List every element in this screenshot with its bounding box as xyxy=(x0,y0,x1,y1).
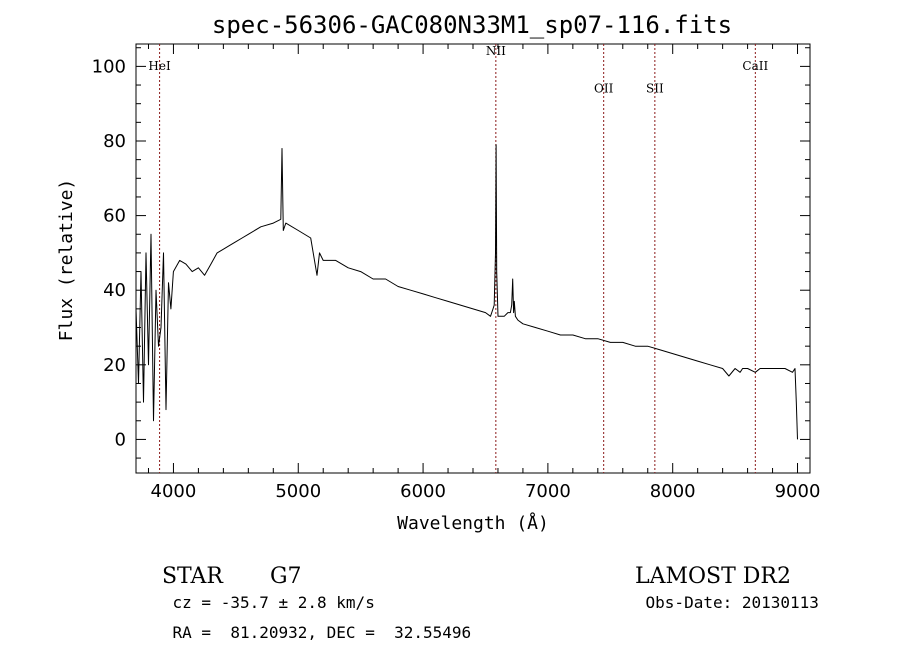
x-tick-label: 4000 xyxy=(151,481,197,502)
line-label-nii: NII xyxy=(486,44,506,58)
line-label-sii: SII xyxy=(646,81,664,95)
class-label: STAR xyxy=(161,564,223,589)
obs-date: Obs-Date: 20130113 xyxy=(645,593,819,612)
line-label-caii: CaII xyxy=(742,59,768,73)
y-tick-label: 100 xyxy=(92,56,126,77)
y-tick-label: 0 xyxy=(115,429,126,450)
x-tick-label: 7000 xyxy=(525,481,571,502)
y-tick-label: 60 xyxy=(103,206,126,227)
x-axis-label: Wavelength (Å) xyxy=(397,512,549,534)
ra-dec-value: RA = 81.20932, DEC = 32.55496 xyxy=(172,623,472,642)
x-tick-label: 8000 xyxy=(650,481,696,502)
spectrum-line xyxy=(135,144,798,440)
line-label-hei: HeI xyxy=(148,59,171,73)
redshift-line: cz = -35.7 ± 2.8 km/s xyxy=(134,574,375,631)
x-tick-label: 5000 xyxy=(275,481,321,502)
cz-value: cz = -35.7 ± 2.8 km/s xyxy=(172,593,375,612)
chart-title: spec-56306-GAC080N33M1_sp07-116.fits xyxy=(212,11,732,39)
axis-ticks: 4000 5000 6000 7000 8000 9000 0 20 40 60 80 100 xyxy=(92,44,821,502)
x-tick-label: 9000 xyxy=(775,481,821,502)
survey-label: LAMOST DR2 xyxy=(634,564,791,589)
subclass-label: G7 xyxy=(269,564,302,589)
object-subclass-wrap: G7 xyxy=(242,539,302,614)
y-axis-label: Flux (relative) xyxy=(56,179,77,342)
line-label-oii: OII xyxy=(594,81,614,95)
obs-date-wrap: Obs-Date: 20130113 xyxy=(607,574,819,631)
coordinates-line: RA = 81.20932, DEC = 32.55496 xyxy=(134,604,472,649)
y-tick-label: 80 xyxy=(103,131,126,152)
survey-label-wrap: LAMOST DR2 xyxy=(607,539,791,614)
y-tick-label: 20 xyxy=(103,355,126,376)
x-tick-label: 6000 xyxy=(400,481,446,502)
emission-line-markers: HeI NII OII SII CaII xyxy=(148,44,768,473)
object-class: STAR xyxy=(134,539,223,614)
y-tick-label: 40 xyxy=(103,280,126,301)
plot-frame xyxy=(135,43,811,474)
